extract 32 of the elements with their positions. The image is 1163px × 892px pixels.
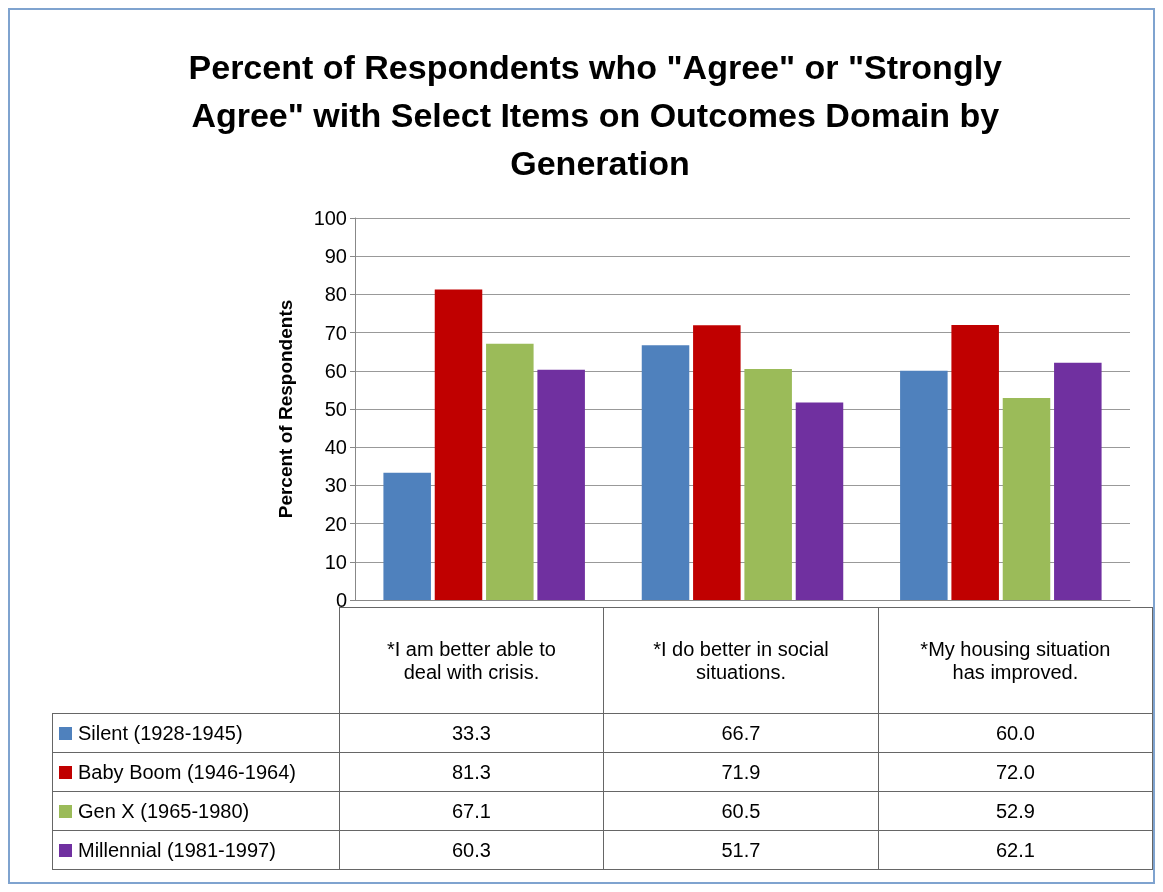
data-label: 62.1 xyxy=(878,830,1153,870)
y-tick-label: 0 xyxy=(335,589,347,611)
data-label: 67.1 xyxy=(339,791,604,831)
y-tick-label: 10 xyxy=(324,550,347,573)
y-tick-label: 80 xyxy=(324,283,347,306)
y-tick-label: 60 xyxy=(324,359,347,382)
y-tick-label: 70 xyxy=(324,321,347,344)
data-label: 52.9 xyxy=(878,791,1153,831)
y-axis-title: Percent of Respondents xyxy=(275,299,296,519)
y-tick-label: 50 xyxy=(324,398,347,420)
data-label: 51.7 xyxy=(603,830,879,870)
data-label: 71.9 xyxy=(603,752,879,792)
legend-label: Silent (1928-1945) xyxy=(52,713,340,753)
x-tick-label: *I do better in social situations. xyxy=(603,607,879,714)
x-tick-label: *My housing situation has improved. xyxy=(878,607,1153,714)
data-label: 33.3 xyxy=(339,713,604,753)
data-label: 81.3 xyxy=(339,752,604,792)
legend-label: Baby Boom (1946-1964) xyxy=(52,752,340,792)
y-tick-label: 30 xyxy=(324,474,347,497)
y-tick-label: 90 xyxy=(324,245,347,268)
data-label: 60.5 xyxy=(603,791,879,831)
y-tick-label: 20 xyxy=(324,512,347,535)
data-label: 60.3 xyxy=(339,830,604,870)
data-label: 72.0 xyxy=(878,752,1153,792)
data-label: 60.0 xyxy=(878,713,1153,753)
data-label: 66.7 xyxy=(603,713,879,753)
y-tick-label: 100 xyxy=(313,207,347,229)
legend-label: Gen X (1965-1980) xyxy=(52,791,340,831)
y-tick-label: 40 xyxy=(324,436,347,459)
x-tick-label: *I am better able to deal with crisis. xyxy=(386,637,556,683)
chart-title: Percent of Respondents who "Agree" or "Strongly Agree" with Select Items on Outcomes Domain by Generation xyxy=(188,48,1012,182)
legend-label: Millennial (1981-1997) xyxy=(52,830,340,870)
